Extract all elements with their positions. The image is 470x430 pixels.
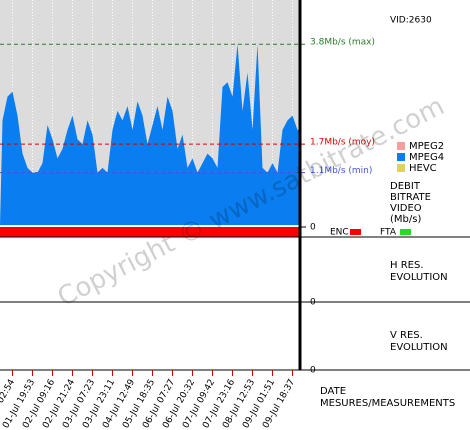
- y-axis-label: VIDEO: [390, 203, 422, 214]
- enc-band: [0, 227, 300, 237]
- reference-label: 3.8Mb/s (max): [310, 38, 375, 48]
- area: [0, 44, 300, 226]
- annotation: VID:2630: [390, 16, 432, 26]
- panel-label: EVOLUTION: [390, 342, 448, 353]
- flag-label: FTA: [380, 228, 397, 238]
- x-axis-label: MESURES/MEASUREMENTS: [320, 398, 455, 409]
- legend-label: MPEG4: [409, 152, 444, 163]
- y-axis-label: DEBIT: [390, 181, 421, 192]
- x-axis-label: DATE: [320, 386, 346, 397]
- panel-label: EVOLUTION: [390, 272, 448, 283]
- flag-swatch: [400, 229, 411, 235]
- flag-label: ENC: [330, 228, 349, 238]
- flag-swatch: [350, 229, 361, 235]
- y-axis-label: BITRATE: [390, 192, 431, 203]
- panel-label: V RES.: [390, 330, 423, 341]
- y-axis-label: (Mb/s): [390, 214, 421, 225]
- y-tick-label: 0: [310, 298, 316, 308]
- reference-label: 1.1Mb/s (min): [310, 166, 372, 176]
- panel-label: H RES.: [390, 260, 424, 271]
- legend-label: HEVC: [409, 163, 437, 174]
- legend-swatch: [397, 153, 405, 161]
- y-tick-label: 0: [310, 223, 316, 233]
- y-tick-label: 0: [310, 366, 316, 376]
- reference-label: 1.7Mb/s (moy): [310, 138, 375, 148]
- legend-label: MPEG2: [409, 141, 444, 152]
- legend-swatch: [397, 142, 405, 150]
- legend-swatch: [397, 164, 405, 172]
